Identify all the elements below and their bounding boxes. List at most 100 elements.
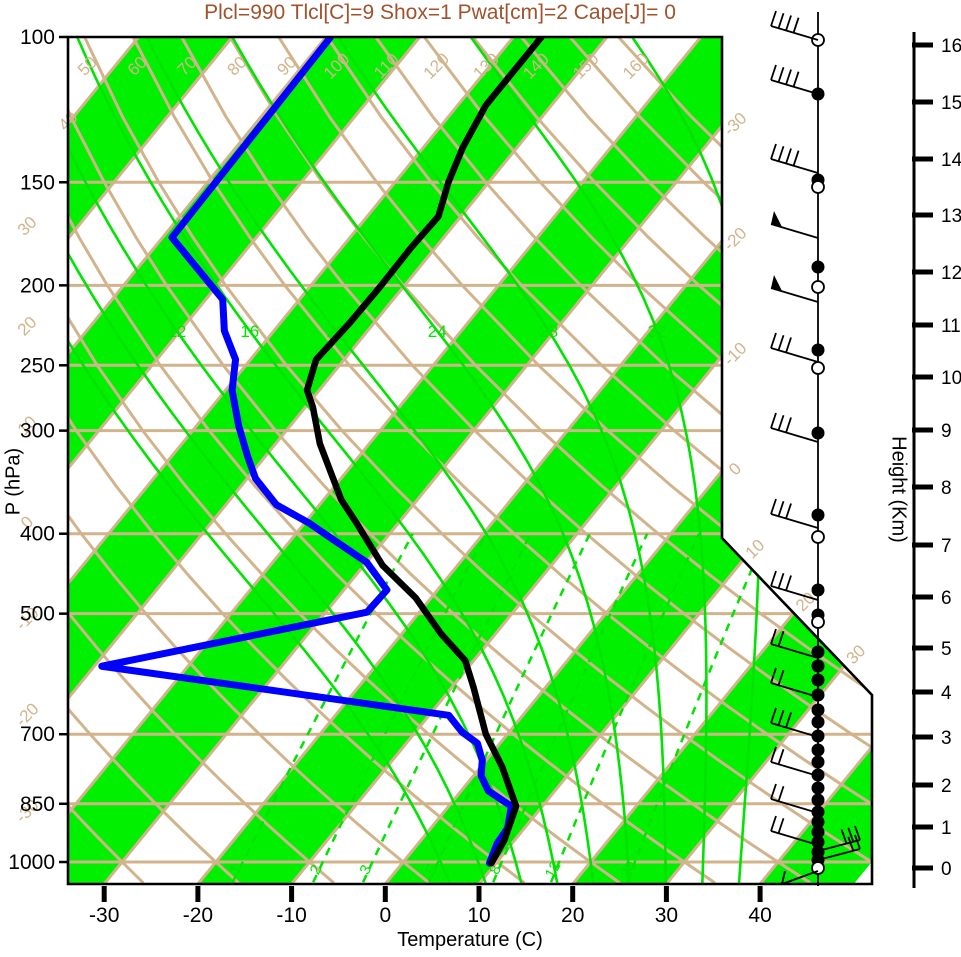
station-dot-open [811,180,825,194]
wind-barb-column [770,10,861,886]
plot-border [66,35,874,886]
station-dot-open [811,615,825,629]
station-dot-filled [811,426,825,440]
wind-barb [770,332,819,363]
height-axis-label: Height (Km) [887,436,910,543]
station-dot-filled [811,659,825,673]
station-dot-filled [811,793,825,807]
svg-text:20: 20 [561,904,584,927]
temperature-curve [303,37,545,867]
station-dot-open [811,861,825,875]
svg-text:5: 5 [941,639,952,660]
station-dot-filled [811,825,825,839]
station-dot-filled [811,815,825,829]
svg-text:120: 120 [420,49,453,82]
station-dot-filled [811,781,825,795]
wind-barb [770,10,819,41]
svg-text:-20: -20 [720,224,751,255]
svg-text:20: 20 [618,859,641,882]
svg-text:50: 50 [74,53,101,80]
svg-text:400: 400 [20,523,55,546]
wind-barb [770,783,819,814]
wind-barb [770,211,819,239]
station-dot-filled [811,768,825,782]
svg-text:12: 12 [542,859,565,882]
svg-text:80: 80 [224,53,251,80]
pressure-axis-label: P (hPa) [2,447,25,516]
svg-text:700: 700 [20,723,55,746]
x-axis: -30 -20 -10 0 10 20 30 40 [89,886,772,927]
station-dot-filled [811,688,825,702]
svg-text:30: 30 [655,904,678,927]
station-dot-filled [811,805,825,819]
sounding-curves [98,37,545,867]
svg-text:2: 2 [941,776,952,797]
station-dot-filled [811,703,825,717]
svg-text:9: 9 [941,421,952,442]
wind-barb [770,498,819,529]
svg-text:0: 0 [941,859,952,880]
wind-barb [770,746,819,777]
pressure-axis: 100 150 200 250 300 400 500 700 850 1000 [8,26,68,874]
station-dot-filled [811,583,825,597]
station-dot-filled [811,729,825,743]
svg-text:6: 6 [941,588,952,609]
svg-text:100: 100 [20,26,55,49]
svg-text:300: 300 [20,420,55,443]
svg-text:10: 10 [742,536,769,563]
svg-text:850: 850 [20,793,55,816]
svg-text:-10: -10 [276,904,306,927]
svg-text:24: 24 [428,322,447,341]
svg-text:20: 20 [14,313,41,340]
station-dot-filled [811,715,825,729]
station-dot-filled [811,343,825,357]
svg-text:13: 13 [941,206,961,227]
svg-text:30: 30 [14,213,41,240]
x-axis-label: Temperature (C) [397,929,543,951]
wind-barb [770,64,819,95]
svg-text:8: 8 [941,478,952,499]
station-dot-open [811,530,825,544]
station-dot-open [811,361,825,375]
wind-barb [770,667,819,698]
wind-barb [770,707,819,738]
svg-text:150: 150 [20,171,55,194]
svg-text:16: 16 [941,36,961,57]
wind-barb [817,834,861,861]
svg-text:40: 40 [748,904,771,927]
svg-text:28: 28 [539,322,558,341]
svg-text:12: 12 [941,263,961,284]
station-dot-filled [811,260,825,274]
svg-text:12: 12 [167,322,186,341]
svg-text:1: 1 [941,818,952,839]
svg-text:0: 0 [725,459,745,479]
svg-text:16: 16 [240,322,259,341]
svg-text:1000: 1000 [8,851,55,874]
station-dot-filled [811,508,825,522]
dewpoint-curve [98,37,515,867]
svg-text:32: 32 [648,322,667,341]
svg-text:160: 160 [619,49,652,82]
wind-barb [817,825,861,852]
svg-text:-30: -30 [89,904,119,927]
station-dot-filled [811,835,825,849]
svg-text:11: 11 [941,316,961,337]
svg-text:-10: -10 [720,339,751,370]
station-dot-open [811,280,825,294]
wind-barb [770,570,819,601]
svg-text:200: 200 [20,274,55,297]
svg-text:14: 14 [941,150,961,171]
svg-text:7: 7 [941,536,952,557]
wind-barb [770,628,819,659]
chart-title: Plcl=990 Tlcl[C]=9 Shox=1 Pwat[cm]=2 Cap… [204,1,676,24]
wind-barb [770,412,819,443]
svg-text:15: 15 [941,93,961,114]
station-dot-filled [811,645,825,659]
station-dot-filled [811,673,825,687]
wind-barb [770,815,819,846]
svg-text:-20: -20 [183,904,213,927]
wind-barb [770,143,819,174]
